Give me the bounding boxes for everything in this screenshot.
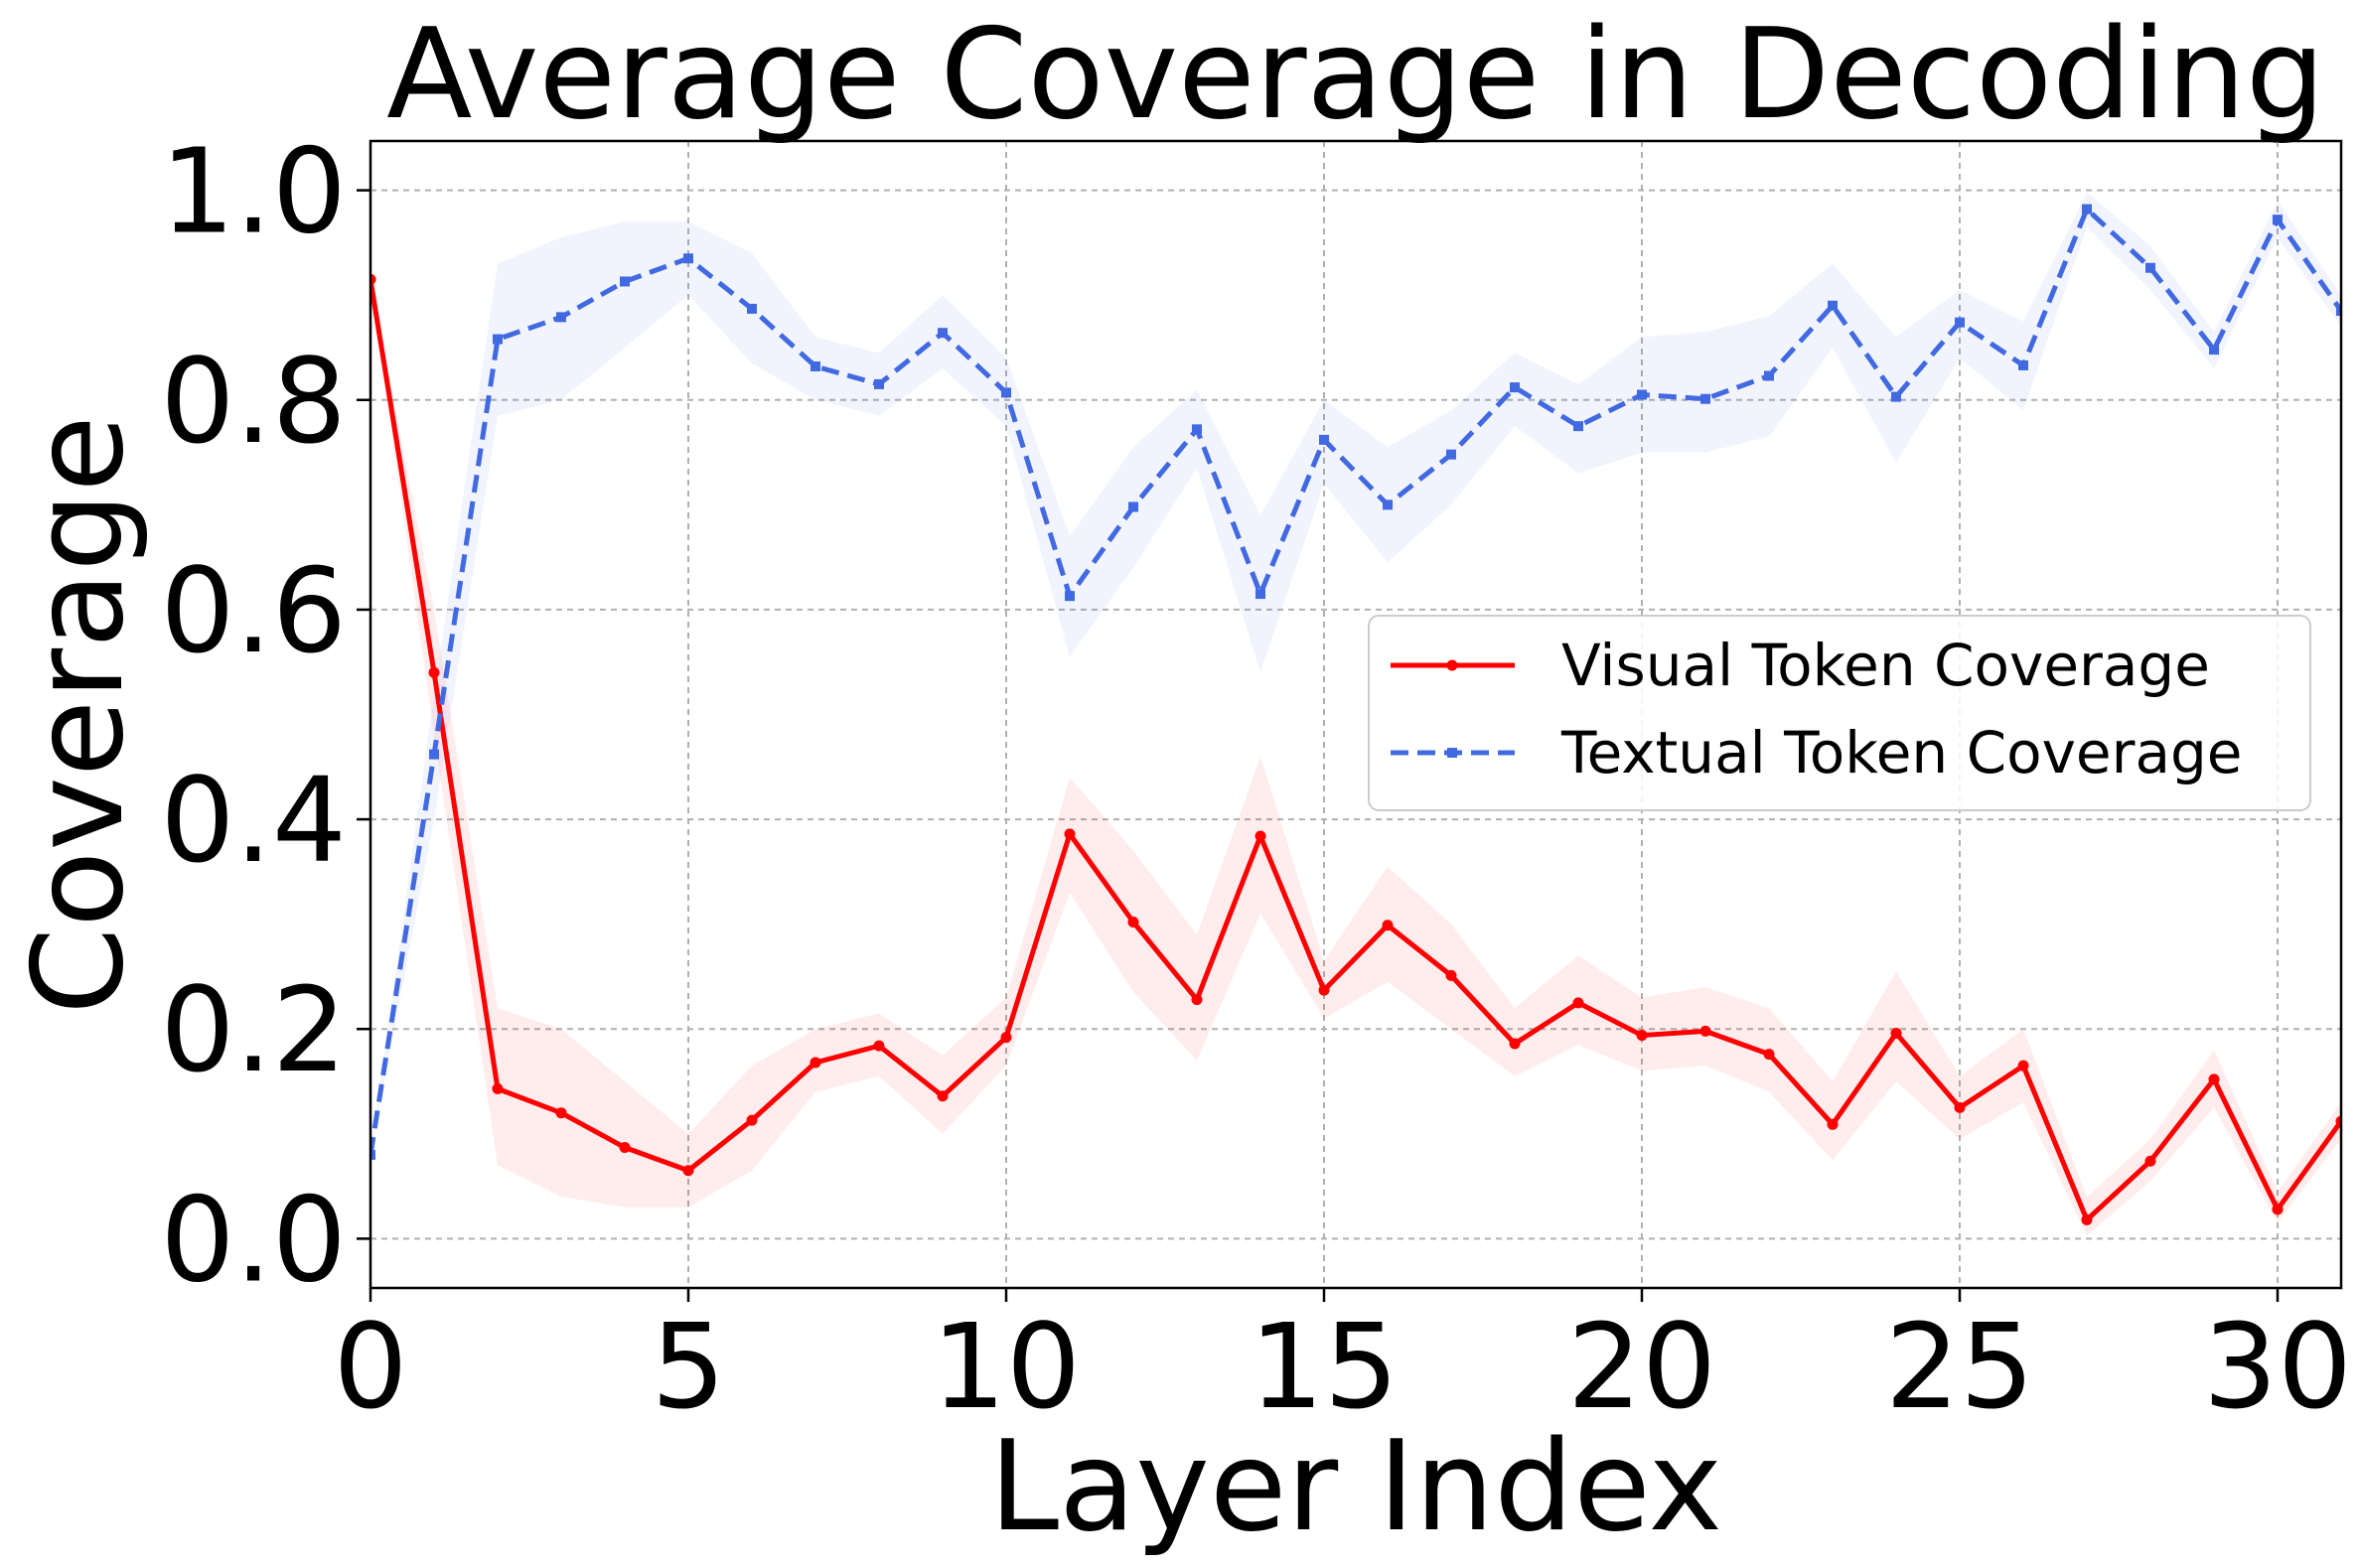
point-series-2 bbox=[1891, 391, 1901, 402]
point-series-1 bbox=[2017, 1060, 2029, 1071]
legend-textual-marker bbox=[1447, 748, 1457, 758]
point-series-2 bbox=[683, 253, 693, 264]
point-series-1 bbox=[1827, 1118, 1839, 1130]
point-series-1 bbox=[1763, 1049, 1775, 1061]
point-series-1 bbox=[428, 666, 440, 678]
series-lines bbox=[370, 204, 2341, 1225]
point-series-1 bbox=[937, 1090, 949, 1102]
legend-textual-label: Textual Token Coverage bbox=[1560, 719, 2243, 786]
point-series-2 bbox=[2082, 204, 2092, 214]
point-series-1 bbox=[1382, 920, 1394, 931]
point-series-2 bbox=[1255, 589, 1265, 600]
point-series-2 bbox=[556, 312, 566, 323]
legend-visual-label: Visual Token Coverage bbox=[1561, 632, 2210, 699]
point-series-2 bbox=[938, 328, 948, 339]
point-series-1 bbox=[1890, 1027, 1902, 1039]
confidence-bands bbox=[370, 192, 2341, 1236]
legend-visual-marker bbox=[1446, 659, 1458, 671]
point-series-1 bbox=[1254, 830, 1266, 842]
point-series-2 bbox=[1828, 300, 1838, 311]
axis-ticks: 0 5 10 15 20 25 30 0.0 0.2 0.4 0.6 0.8 1.0 bbox=[160, 123, 2352, 1435]
point-series-1 bbox=[370, 273, 376, 285]
point-series-1 bbox=[1064, 828, 1076, 840]
point-series-2 bbox=[1573, 421, 1583, 432]
point-series-2 bbox=[874, 378, 884, 389]
x-tick-label: 30 bbox=[2203, 1298, 2352, 1435]
point-series-2 bbox=[1319, 434, 1329, 445]
point-series-1 bbox=[2335, 1115, 2341, 1127]
x-axis-label: Layer Index bbox=[989, 1413, 1722, 1559]
x-tick-label: 10 bbox=[932, 1298, 1081, 1435]
point-series-1 bbox=[1191, 994, 1203, 1006]
point-series-1 bbox=[1000, 1032, 1012, 1044]
point-series-2 bbox=[1192, 424, 1202, 435]
point-series-2 bbox=[2336, 306, 2341, 317]
legend-box bbox=[1368, 615, 2311, 811]
point-series-2 bbox=[620, 276, 630, 287]
x-tick-label: 25 bbox=[1885, 1298, 2034, 1435]
point-series-1 bbox=[1127, 917, 1139, 928]
point-series-1 bbox=[1954, 1101, 1966, 1113]
point-series-2 bbox=[1065, 591, 1075, 602]
band-series-2 bbox=[370, 192, 2341, 1155]
point-series-1 bbox=[746, 1114, 758, 1126]
y-tick-label: 0.4 bbox=[160, 752, 347, 889]
chart-title: Average Coverage in Decoding bbox=[386, 1, 2325, 147]
point-series-1 bbox=[492, 1082, 504, 1094]
y-tick-label: 0.2 bbox=[160, 961, 347, 1098]
point-series-1 bbox=[1318, 984, 1330, 996]
band-series-1 bbox=[370, 279, 2341, 1236]
point-series-2 bbox=[2145, 262, 2155, 273]
y-tick-label: 0.0 bbox=[160, 1171, 347, 1308]
x-tick-label: 15 bbox=[1250, 1298, 1399, 1435]
point-series-1 bbox=[1699, 1025, 1711, 1037]
point-series-2 bbox=[1700, 393, 1710, 404]
legend: Visual Token Coverage Textual Token Cove… bbox=[1368, 615, 2311, 811]
point-series-1 bbox=[1572, 997, 1584, 1009]
point-series-2 bbox=[1764, 370, 1774, 381]
point-series-1 bbox=[1636, 1030, 1648, 1042]
point-series-1 bbox=[810, 1057, 821, 1069]
point-series-2 bbox=[1446, 449, 1456, 460]
point-series-1 bbox=[1509, 1038, 1521, 1050]
point-series-2 bbox=[811, 360, 820, 371]
y-tick-label: 1.0 bbox=[160, 123, 347, 260]
y-tick-label: 0.6 bbox=[160, 542, 347, 679]
point-series-2 bbox=[1001, 387, 1011, 398]
point-series-1 bbox=[2208, 1073, 2220, 1085]
point-series-2 bbox=[1383, 499, 1393, 510]
point-series-2 bbox=[2018, 359, 2028, 370]
point-series-2 bbox=[370, 1149, 375, 1160]
point-series-1 bbox=[873, 1040, 885, 1052]
point-series-1 bbox=[555, 1107, 567, 1119]
point-series-2 bbox=[429, 749, 439, 760]
x-tick-label: 20 bbox=[1567, 1298, 1716, 1435]
point-series-1 bbox=[619, 1142, 631, 1154]
x-tick-label: 0 bbox=[333, 1298, 407, 1435]
y-axis-label: Coverage bbox=[5, 415, 151, 1015]
plot-frame bbox=[369, 139, 2343, 1290]
x-tick-label: 5 bbox=[651, 1298, 725, 1435]
line-series-2 bbox=[370, 207, 2341, 1156]
point-series-2 bbox=[1955, 317, 1965, 328]
point-series-1 bbox=[2081, 1213, 2093, 1225]
point-series-1 bbox=[1445, 969, 1457, 981]
point-series-2 bbox=[2209, 345, 2219, 356]
point-series-2 bbox=[1510, 382, 1520, 393]
point-series-1 bbox=[2144, 1155, 2156, 1167]
point-series-1 bbox=[682, 1165, 694, 1177]
point-series-2 bbox=[747, 303, 757, 314]
point-series-2 bbox=[1637, 389, 1647, 400]
point-series-2 bbox=[2273, 214, 2283, 225]
point-series-2 bbox=[493, 334, 503, 345]
line-series-1 bbox=[370, 278, 2341, 1222]
y-tick-label: 0.8 bbox=[160, 333, 347, 470]
point-series-1 bbox=[2272, 1204, 2284, 1215]
point-series-2 bbox=[1128, 501, 1138, 512]
